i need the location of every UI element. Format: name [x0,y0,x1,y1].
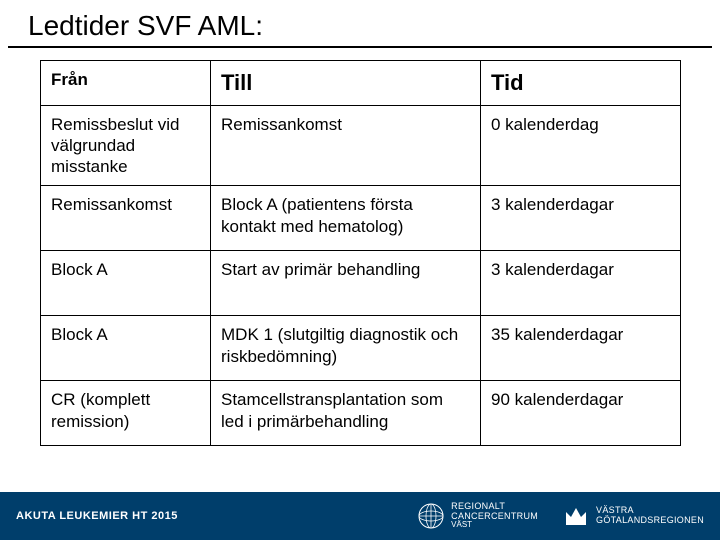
logo-vgr-text: VÄSTRA GÖTALANDSREGIONEN [596,506,704,526]
cell-till: MDK 1 (slutgiltig diagnostik och riskbed… [211,316,481,381]
col-header-till: Till [211,61,481,106]
cell-tid: 35 kalenderdagar [481,316,681,381]
table-row: Block A MDK 1 (slutgiltig diagnostik och… [41,316,681,381]
cell-till: Stamcellstransplantation som led i primä… [211,381,481,446]
footer-label: AKUTA LEUKEMIER HT 2015 [16,510,417,522]
cell-till: Remissankomst [211,105,481,186]
table-row: Remissbeslut vid välgrundad misstanke Re… [41,105,681,186]
cell-fran: CR (komplett remission) [41,381,211,446]
logo-rcc: REGIONALT CANCERCENTRUM VÄST [417,502,538,531]
logo-rcc-text: REGIONALT CANCERCENTRUM VÄST [451,502,538,531]
footer-logos: REGIONALT CANCERCENTRUM VÄST VÄSTRA GÖTA… [417,502,704,531]
ledtider-table: Från Till Tid Remissbeslut vid välgrunda… [40,60,681,446]
col-header-tid: Tid [481,61,681,106]
table-header-row: Från Till Tid [41,61,681,106]
cell-fran: Block A [41,251,211,316]
cell-fran: Remissankomst [41,186,211,251]
logo-rcc-line3: VÄST [451,521,538,530]
col-header-fran: Från [41,61,211,106]
logo-vgr: VÄSTRA GÖTALANDSREGIONEN [562,502,704,530]
cell-tid: 90 kalenderdagar [481,381,681,446]
crown-icon [562,502,590,530]
footer-bar: AKUTA LEUKEMIER HT 2015 REGIONALT CANCER… [0,492,720,540]
page-title: Ledtider SVF AML: [8,0,712,48]
cell-till: Block A (patientens första kontakt med h… [211,186,481,251]
cell-fran: Block A [41,316,211,381]
table-row: Remissankomst Block A (patientens första… [41,186,681,251]
globe-icon [417,502,445,530]
table-row: CR (komplett remission) Stamcellstranspl… [41,381,681,446]
cell-fran: Remissbeslut vid välgrundad misstanke [41,105,211,186]
cell-tid: 0 kalenderdag [481,105,681,186]
table-row: Block A Start av primär behandling 3 kal… [41,251,681,316]
cell-till: Start av primär behandling [211,251,481,316]
cell-tid: 3 kalenderdagar [481,186,681,251]
cell-tid: 3 kalenderdagar [481,251,681,316]
logo-vgr-line2: GÖTALANDSREGIONEN [596,516,704,526]
